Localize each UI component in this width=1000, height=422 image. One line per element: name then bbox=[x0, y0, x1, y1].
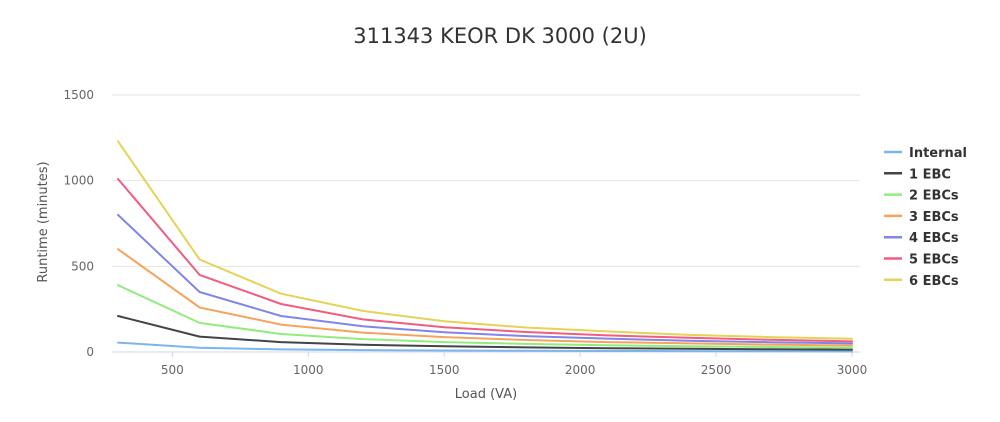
series-line bbox=[117, 178, 853, 343]
legend-item[interactable]: 6 EBCs bbox=[909, 274, 959, 289]
series-line bbox=[117, 213, 853, 345]
series-line bbox=[117, 315, 853, 351]
series-line bbox=[117, 248, 853, 347]
legend-item[interactable]: 3 EBCs bbox=[909, 210, 959, 225]
y-tick-label: 0 bbox=[86, 345, 94, 359]
x-tick-label: 2500 bbox=[701, 363, 732, 377]
y-tick-label: 1500 bbox=[63, 88, 94, 102]
series-line bbox=[117, 284, 853, 349]
legend-item[interactable]: 4 EBCs bbox=[909, 231, 959, 246]
x-axis-title: Load (VA) bbox=[455, 387, 517, 402]
legend-item[interactable]: 2 EBCs bbox=[909, 189, 959, 204]
y-axis-title: Runtime (minutes) bbox=[36, 161, 51, 282]
y-tick-label: 500 bbox=[71, 259, 94, 273]
legend-item[interactable]: 1 EBC bbox=[909, 167, 951, 182]
legend-item[interactable]: 5 EBCs bbox=[909, 253, 959, 268]
x-tick-label: 1000 bbox=[293, 363, 324, 377]
x-tick-label: 1500 bbox=[429, 363, 460, 377]
y-axis: 0 500 1000 1500 bbox=[63, 88, 94, 359]
legend-item[interactable]: Internal bbox=[909, 146, 967, 161]
x-tick-label: 500 bbox=[161, 363, 184, 377]
x-tick-label: 2000 bbox=[565, 363, 596, 377]
y-tick-label: 1000 bbox=[63, 174, 94, 188]
x-axis: 500 1000 1500 2000 2500 3000 bbox=[161, 352, 867, 377]
series-line bbox=[117, 140, 853, 340]
grid bbox=[112, 94, 860, 267]
chart-title: 311343 KEOR DK 3000 (2U) bbox=[353, 24, 647, 48]
legend: Internal 1 EBC 2 EBCs 3 EBCs 4 EBCs 5 EBCs 6 E… bbox=[884, 146, 967, 289]
series-group bbox=[117, 140, 853, 353]
series-line bbox=[117, 341, 853, 353]
x-tick-label: 3000 bbox=[837, 363, 868, 377]
